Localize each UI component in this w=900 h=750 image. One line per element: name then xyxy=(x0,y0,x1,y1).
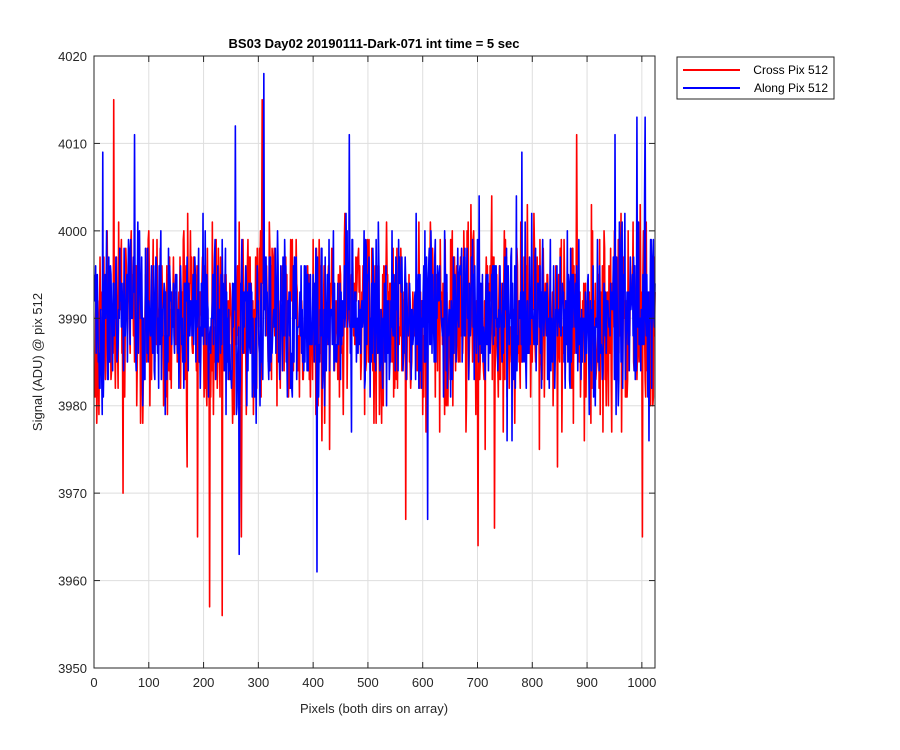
x-tick-label: 700 xyxy=(467,675,489,690)
plot-frame xyxy=(93,55,656,669)
x-tick-label: 0 xyxy=(90,675,97,690)
y-tick-label: 3980 xyxy=(58,399,87,414)
x-tick-label: 100 xyxy=(138,675,160,690)
y-tick-label: 3960 xyxy=(58,574,87,589)
legend-box xyxy=(676,56,835,100)
x-tick-label: 1000 xyxy=(627,675,656,690)
series-layer xyxy=(93,72,656,617)
x-tick-label: 800 xyxy=(521,675,543,690)
x-tick-label: 400 xyxy=(302,675,324,690)
x-axis-label: Pixels (both dirs on array) xyxy=(300,701,448,716)
legend: Cross Pix 512 Along Pix 512 xyxy=(676,56,835,100)
x-tick-label: 600 xyxy=(412,675,434,690)
legend-label-cross: Cross Pix 512 xyxy=(753,63,828,77)
series-line-along-pix-512 xyxy=(93,72,656,573)
chart-title: BS03 Day02 20190111-Dark-071 int time = … xyxy=(229,36,520,51)
y-tick-label: 3990 xyxy=(58,311,87,326)
x-tick-label: 200 xyxy=(193,675,215,690)
y-tick-label: 3950 xyxy=(58,661,87,676)
y-tick-label: 4010 xyxy=(58,136,87,151)
legend-label-along: Along Pix 512 xyxy=(754,81,828,95)
x-tick-label: 300 xyxy=(248,675,270,690)
y-axis-label: Signal (ADU) @ pix 512 xyxy=(30,293,45,431)
y-tick-label: 3970 xyxy=(58,486,87,501)
y-tick-label: 4020 xyxy=(58,49,87,64)
x-tick-label: 900 xyxy=(576,675,598,690)
y-tick-label: 4000 xyxy=(58,224,87,239)
ticks: 0 100 200 300 400 500 600 700 800 900 1000 3950 3960… xyxy=(58,49,656,690)
x-tick-label: 500 xyxy=(357,675,379,690)
